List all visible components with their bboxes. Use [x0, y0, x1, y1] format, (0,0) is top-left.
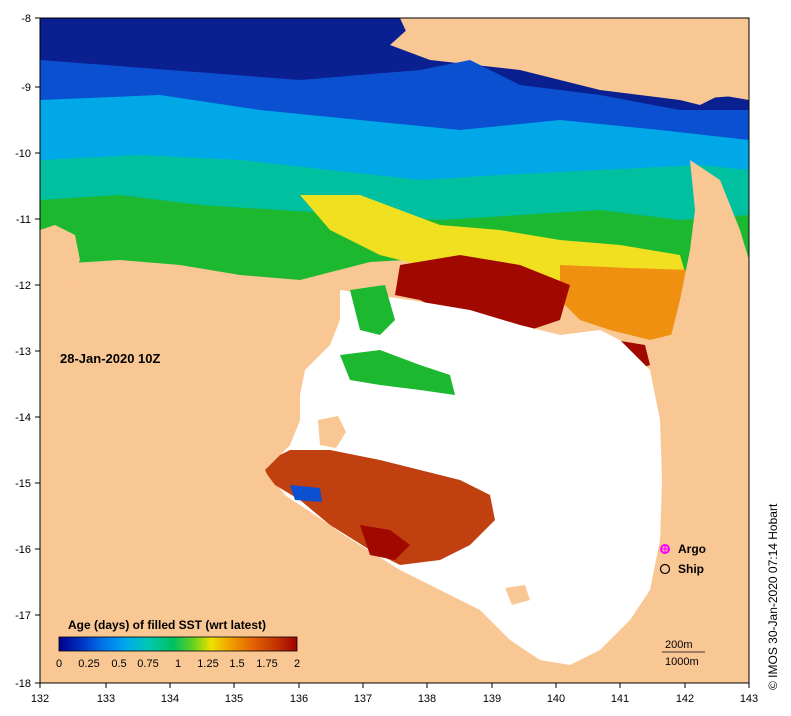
colorbar: Age (days) of filled SST (wrt latest) 0 …	[56, 618, 300, 670]
land-papua	[400, 18, 749, 105]
svg-text:140: 140	[547, 693, 565, 705]
x-tick: 133	[97, 683, 115, 705]
svg-text:-9: -9	[21, 82, 31, 94]
svg-text:142: 142	[676, 693, 694, 705]
depth-legend: 200m 1000m	[662, 639, 705, 668]
contour-1000m-label: 1000m	[665, 656, 699, 668]
y-tick: -16	[15, 544, 40, 556]
y-tick: -14	[15, 412, 40, 424]
sst-patch-dark-red-south	[360, 525, 410, 560]
colorbar-tick: 0	[56, 658, 62, 670]
colorbar-tick: 2	[294, 658, 300, 670]
no-data-region	[265, 290, 665, 665]
svg-text:139: 139	[483, 693, 501, 705]
x-tick: 135	[225, 683, 243, 705]
sst-band-dark-red	[395, 255, 570, 330]
svg-text:-15: -15	[15, 478, 31, 490]
x-tick: 136	[290, 683, 308, 705]
svg-text:138: 138	[418, 693, 436, 705]
land-wellesley	[505, 585, 530, 605]
svg-text:-8: -8	[21, 13, 31, 25]
x-tick: 134	[161, 683, 179, 705]
sst-band-orange	[560, 265, 690, 340]
timestamp-label: 28-Jan-2020 10Z	[60, 351, 161, 366]
y-tick: -18	[15, 678, 40, 690]
land-arnhem	[40, 270, 560, 683]
colorbar-tick: 1.75	[256, 658, 277, 670]
map-layers	[40, 18, 749, 683]
colorbar-title: Age (days) of filled SST (wrt latest)	[68, 618, 266, 632]
svg-text:141: 141	[611, 693, 629, 705]
y-tick: -13	[15, 346, 40, 358]
x-axis: 132 133 134 135 136 137 138 139 140 141 …	[31, 683, 758, 705]
svg-text:-18: -18	[15, 678, 31, 690]
y-tick: -8	[21, 13, 40, 25]
x-tick: 137	[354, 683, 372, 705]
y-axis: -8 -9 -10 -11 -12 -13 -14 -15 -16 -17 -1…	[15, 13, 40, 690]
colorbar-tick: 1.25	[197, 658, 218, 670]
svg-text:136: 136	[290, 693, 308, 705]
svg-text:-11: -11	[16, 214, 31, 226]
colorbar-tick: 0.25	[78, 658, 99, 670]
platform-legend: Argo Ship	[659, 542, 706, 576]
sst-patch-blue-south	[290, 485, 322, 502]
y-tick: -11	[16, 214, 40, 226]
y-tick: -9	[21, 82, 40, 94]
colorbar-gradient	[58, 636, 298, 652]
land-cape-york	[560, 160, 749, 683]
y-tick: -17	[15, 610, 40, 622]
land-groote-eylandt	[318, 416, 346, 448]
svg-text:-12: -12	[15, 280, 31, 292]
svg-text:-17: -17	[15, 610, 31, 622]
x-tick: 140	[547, 683, 565, 705]
svg-text:-16: -16	[15, 544, 31, 556]
colorbar-tick: 0.75	[137, 658, 158, 670]
y-tick: -10	[15, 148, 40, 160]
svg-text:143: 143	[740, 693, 758, 705]
svg-text:134: 134	[161, 693, 179, 705]
x-tick: 138	[418, 683, 436, 705]
x-tick: 132	[31, 683, 49, 705]
sst-patch-green-west	[350, 285, 395, 335]
argo-label: Argo	[678, 542, 706, 556]
x-tick: 139	[483, 683, 501, 705]
sst-patch-rust	[260, 450, 495, 565]
x-tick: 142	[676, 683, 694, 705]
land-west-fringe	[40, 225, 80, 290]
x-tick: 143	[740, 683, 758, 705]
colorbar-tick: 1.5	[229, 658, 244, 670]
svg-text:135: 135	[225, 693, 243, 705]
colorbar-tick: 0.5	[111, 658, 126, 670]
argo-icon	[660, 544, 670, 554]
svg-text:-14: -14	[15, 412, 31, 424]
svg-text:-13: -13	[15, 346, 31, 358]
contour-200m-label: 200m	[665, 639, 693, 651]
svg-text:133: 133	[97, 693, 115, 705]
ship-legend-item: Ship	[659, 562, 704, 576]
svg-text:132: 132	[31, 693, 49, 705]
sst-patch-green-gulf	[340, 350, 455, 395]
colorbar-tick: 1	[175, 658, 181, 670]
argo-legend-item: Argo	[660, 542, 706, 556]
y-tick: -15	[15, 478, 40, 490]
ship-icon	[659, 563, 671, 575]
svg-text:-10: -10	[15, 148, 31, 160]
sst-band-yellow	[300, 195, 690, 290]
svg-text:137: 137	[354, 693, 372, 705]
x-tick: 141	[611, 683, 629, 705]
y-tick: -12	[15, 280, 40, 292]
ship-label: Ship	[678, 562, 704, 576]
